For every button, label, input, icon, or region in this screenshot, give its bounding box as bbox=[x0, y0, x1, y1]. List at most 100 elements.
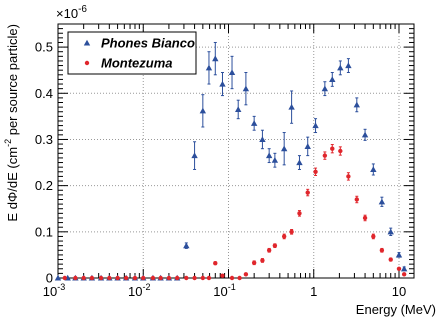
data-point bbox=[265, 152, 273, 159]
data-point bbox=[251, 260, 257, 265]
legend-marker-montezuma bbox=[84, 60, 90, 66]
data-point bbox=[98, 275, 104, 281]
data-point bbox=[296, 159, 303, 166]
data-point bbox=[400, 265, 408, 272]
data-point bbox=[132, 275, 138, 281]
data-point bbox=[346, 174, 351, 179]
x-tick-label-exponent: -3 bbox=[57, 282, 65, 292]
data-point bbox=[338, 148, 343, 154]
x-tick-label-base: 10 bbox=[43, 284, 57, 299]
data-point bbox=[395, 251, 403, 258]
data-point bbox=[115, 275, 120, 281]
y-tick-label: 0.5 bbox=[35, 40, 53, 55]
data-point bbox=[235, 106, 242, 112]
data-point bbox=[271, 157, 279, 163]
y-multiplier-exponent: -6 bbox=[78, 4, 87, 15]
data-point bbox=[250, 120, 258, 126]
data-point bbox=[213, 261, 218, 266]
data-point bbox=[200, 275, 206, 281]
data-point bbox=[237, 275, 242, 281]
data-point bbox=[361, 131, 369, 138]
data-point bbox=[73, 275, 78, 281]
data-point bbox=[272, 243, 278, 248]
y-axis-title-sup: -2 bbox=[3, 139, 13, 147]
data-point bbox=[329, 76, 336, 82]
x-tick-label-exponent: -1 bbox=[228, 282, 236, 292]
y-axis-title-suffix: per source particle) bbox=[5, 24, 20, 139]
data-point bbox=[212, 55, 219, 62]
data-point bbox=[297, 211, 302, 216]
data-point bbox=[206, 275, 212, 281]
x-axis-title: Energy (MeV) bbox=[356, 302, 436, 317]
data-point bbox=[401, 272, 407, 277]
x-tick-label-exponent: -2 bbox=[142, 282, 150, 292]
x-tick-label-base: 10 bbox=[392, 284, 406, 299]
legend-box bbox=[67, 31, 197, 75]
data-point bbox=[266, 248, 272, 253]
data-point bbox=[192, 275, 197, 281]
data-point bbox=[387, 228, 394, 235]
legend-label-phones-bianco: Phones Bianco bbox=[101, 36, 195, 51]
x-tick-label: 10-1 bbox=[213, 282, 235, 299]
data-point bbox=[219, 80, 226, 87]
legend-marker-phones-bianco bbox=[83, 39, 91, 46]
plot-frame bbox=[57, 23, 415, 279]
legend-marker-glyph bbox=[84, 60, 90, 66]
data-point bbox=[54, 274, 62, 281]
data-point bbox=[321, 85, 329, 92]
data-point bbox=[183, 242, 190, 249]
data-point bbox=[199, 107, 207, 114]
data-point bbox=[305, 190, 310, 195]
x-tick-label-base: 10 bbox=[128, 284, 142, 299]
data-point bbox=[312, 122, 319, 129]
data-point bbox=[191, 152, 198, 159]
data-point bbox=[281, 234, 287, 239]
data-point bbox=[289, 229, 294, 235]
data-point bbox=[166, 275, 172, 281]
data-point bbox=[229, 275, 235, 281]
data-point bbox=[81, 275, 86, 281]
x-tick-label-base: 10 bbox=[213, 284, 227, 299]
data-point bbox=[141, 275, 146, 281]
y-tick-label: 0.4 bbox=[35, 86, 53, 101]
y-axis-title: E dΦ/dE (cm-2 per source particle) bbox=[3, 24, 20, 222]
data-point bbox=[288, 103, 295, 110]
data-point bbox=[313, 169, 318, 174]
data-point bbox=[62, 275, 67, 281]
x-tick-label: 10-3 bbox=[43, 282, 65, 299]
legend-label-montezuma: Montezuma bbox=[101, 56, 173, 71]
data-point bbox=[371, 234, 376, 239]
x-tick-label: 1 bbox=[310, 284, 317, 299]
data-point bbox=[353, 101, 361, 108]
series-phones-bianco bbox=[54, 41, 408, 281]
data-point bbox=[123, 275, 129, 281]
data-point bbox=[378, 198, 386, 205]
data-point bbox=[259, 136, 266, 143]
data-point bbox=[330, 146, 335, 151]
data-point bbox=[280, 145, 288, 152]
data-point bbox=[174, 275, 180, 281]
x-tick-label: 10 bbox=[392, 284, 406, 299]
legend: Phones Bianco Montezuma bbox=[67, 31, 197, 75]
series-montezuma bbox=[62, 144, 407, 281]
data-point bbox=[228, 69, 236, 76]
data-point bbox=[322, 153, 328, 158]
data-point bbox=[396, 266, 402, 271]
data-point bbox=[337, 64, 344, 71]
data-point bbox=[158, 275, 163, 281]
data-point bbox=[150, 275, 156, 281]
data-point bbox=[107, 275, 112, 281]
data-point bbox=[243, 272, 249, 277]
data-point bbox=[354, 197, 360, 202]
data-point bbox=[304, 143, 311, 149]
data-point bbox=[362, 215, 368, 221]
data-point bbox=[205, 64, 213, 71]
legend-marker-glyph bbox=[83, 39, 91, 46]
y-multiplier: ×10-6 bbox=[56, 4, 87, 21]
x-tick-label: 10-2 bbox=[128, 282, 150, 299]
data-point bbox=[379, 248, 385, 253]
data-point bbox=[260, 258, 265, 263]
data-point bbox=[370, 166, 377, 173]
